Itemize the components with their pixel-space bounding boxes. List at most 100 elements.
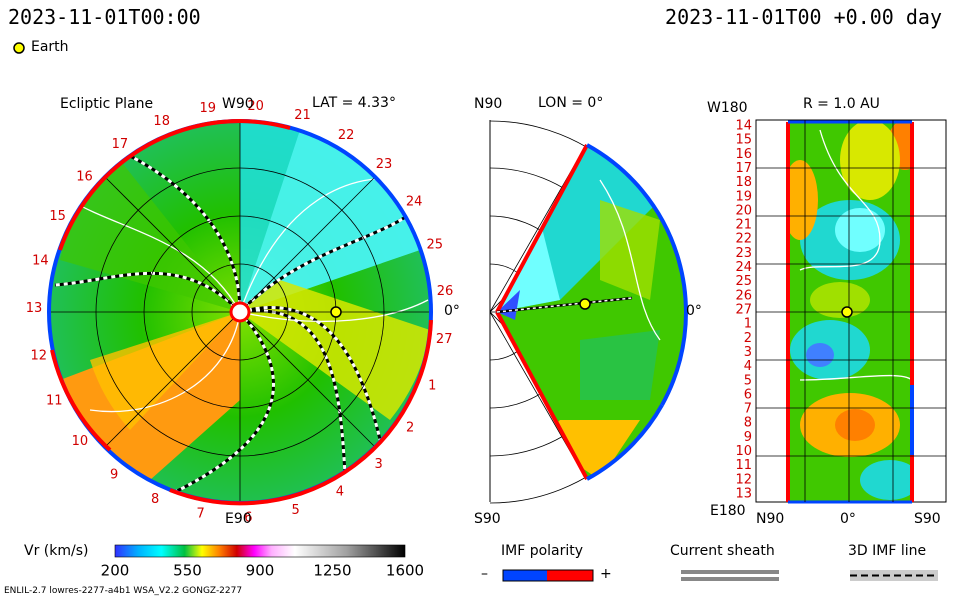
ring-label-7: 7: [197, 507, 205, 522]
imf-positive-swatch: [547, 570, 593, 581]
synoptic-row-18: 18: [735, 175, 752, 190]
synoptic-panel: 1415161718192021222324252627123456789101…: [735, 119, 947, 504]
synoptic-row-10: 10: [735, 444, 752, 459]
meridional-right-label: 0°: [686, 303, 702, 319]
synoptic-bottom-left: E180: [710, 503, 746, 519]
ecliptic-lat: LAT = 4.33°: [312, 95, 396, 111]
synoptic-x-mid: 0°: [840, 511, 856, 527]
meridional-panel: [489, 120, 688, 504]
synoptic-row-12: 12: [735, 472, 752, 487]
synoptic-row-15: 15: [735, 133, 752, 148]
colorbar-tick-200: 200: [101, 562, 130, 580]
synoptic-row-7: 7: [744, 402, 752, 417]
synoptic-row-3: 3: [744, 345, 752, 360]
colorbar-tick-1250: 1250: [313, 562, 351, 580]
ring-label-10: 10: [72, 434, 89, 449]
colorbar-tick-900: 900: [246, 562, 275, 580]
ring-label-17: 17: [112, 137, 129, 152]
ring-label-13: 13: [26, 301, 43, 316]
ring-label-19: 19: [200, 101, 217, 116]
ecliptic-bottom-label: E90: [225, 511, 252, 527]
ecliptic-right-label: 0°: [444, 303, 460, 319]
imf-minus-label: –: [481, 566, 488, 582]
imf-negative-swatch: [503, 570, 547, 581]
synoptic-r-label: R = 1.0 AU: [803, 96, 880, 112]
ring-label-16: 16: [76, 169, 93, 184]
imf-polarity-label: IMF polarity: [501, 543, 584, 559]
timestamp-right: 2023-11-01T00 +0.00 day: [665, 5, 942, 29]
synoptic-row-2: 2: [744, 331, 752, 346]
earth-marker-ecliptic: [330, 306, 342, 318]
colorbar-tick-1600: 1600: [386, 562, 424, 580]
synoptic-row-6: 6: [744, 387, 752, 402]
ecliptic-top-label: W90: [222, 96, 254, 112]
earth-legend-label: Earth: [31, 39, 69, 55]
synoptic-row-13: 13: [735, 487, 752, 502]
earth-marker-meridional: [579, 298, 591, 310]
synoptic-row-21: 21: [735, 218, 752, 233]
synoptic-x-left: N90: [756, 511, 785, 527]
ring-label-8: 8: [151, 492, 159, 507]
colorbar-ticks: 200 550 900 1250 1600: [101, 562, 424, 580]
ring-label-15: 15: [49, 209, 66, 224]
synoptic-row-16: 16: [735, 147, 752, 162]
synoptic-row-5: 5: [744, 373, 752, 388]
ring-label-18: 18: [153, 114, 170, 129]
synoptic-row-22: 22: [735, 232, 752, 247]
synoptic-top-left: W180: [707, 100, 748, 116]
ring-label-4: 4: [336, 485, 344, 500]
imf-plus-label: +: [600, 566, 612, 582]
ring-label-5: 5: [291, 503, 299, 518]
ecliptic-panel: 19 20212223242526271234567891011121314151…: [26, 99, 454, 525]
ring-label-20: 20: [247, 99, 264, 114]
synoptic-row-1: 1: [744, 317, 752, 332]
synoptic-row-17: 17: [735, 161, 752, 176]
meridional-top-left: N90: [474, 96, 503, 112]
imf-line-label: 3D IMF line: [848, 543, 927, 559]
synoptic-row-4: 4: [744, 359, 752, 374]
ring-label-12: 12: [31, 349, 48, 364]
synoptic-row-24: 24: [735, 260, 752, 275]
vr-colorbar: [114, 544, 406, 558]
meridional-bottom-left: S90: [474, 511, 501, 527]
ring-label-3: 3: [375, 457, 383, 472]
synoptic-row-27: 27: [735, 303, 752, 318]
meridional-lon: LON = 0°: [538, 95, 604, 111]
ring-label-14: 14: [32, 254, 49, 269]
synoptic-row-20: 20: [735, 203, 752, 218]
ring-label-2: 2: [406, 421, 414, 436]
synoptic-row-11: 11: [735, 458, 752, 473]
ring-label-25: 25: [427, 237, 444, 252]
synoptic-row-labels: 1415161718192021222324252627123456789101…: [735, 119, 752, 502]
synoptic-row-9: 9: [744, 430, 752, 445]
ring-label-23: 23: [376, 157, 393, 172]
carrington-ring-labels: 19 20212223242526271234567891011121314151…: [26, 99, 454, 525]
timestamp-left: 2023-11-01T00:00: [8, 5, 201, 29]
colorbar-label: Vr (km/s): [24, 543, 89, 559]
ring-label-26: 26: [437, 284, 454, 299]
synoptic-row-8: 8: [744, 416, 752, 431]
ring-label-21: 21: [294, 108, 311, 123]
ring-label-9: 9: [110, 468, 118, 483]
ring-label-24: 24: [406, 194, 423, 209]
footer-model-info: ENLIL-2.7 lowres-2277-a4b1 WSA_V2.2 GONG…: [4, 586, 243, 596]
ecliptic-title: Ecliptic Plane: [60, 96, 154, 112]
ring-label-1: 1: [428, 378, 436, 393]
ring-label-6: 6: [244, 510, 252, 525]
current-sheath-swatch: [681, 570, 779, 581]
current-sheath-label: Current sheath: [670, 543, 775, 559]
imf-line-swatch: [850, 570, 938, 581]
synoptic-row-26: 26: [735, 288, 752, 303]
synoptic-row-19: 19: [735, 189, 752, 204]
earth-marker-synoptic: [841, 306, 853, 318]
sun-marker: [229, 301, 251, 323]
ring-label-11: 11: [46, 394, 63, 409]
earth-legend-icon: [13, 42, 25, 54]
ring-label-27: 27: [436, 332, 453, 347]
synoptic-row-25: 25: [735, 274, 752, 289]
synoptic-x-right: S90: [914, 511, 941, 527]
synoptic-row-23: 23: [735, 246, 752, 261]
colorbar-tick-550: 550: [173, 562, 202, 580]
ring-label-22: 22: [338, 128, 355, 143]
